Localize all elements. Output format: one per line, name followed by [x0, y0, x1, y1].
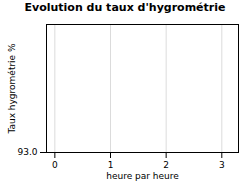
svg-text:93.0: 93.0	[17, 147, 37, 157]
svg-text:2: 2	[163, 160, 169, 170]
svg-text:1: 1	[108, 160, 114, 170]
svg-text:Taux hygrométrie %: Taux hygrométrie %	[7, 43, 17, 135]
svg-text:3: 3	[219, 160, 225, 170]
svg-text:0: 0	[52, 160, 58, 170]
svg-text:heure par heure: heure par heure	[106, 171, 179, 181]
html-text:Evolution du taux d'hygrométri: Evolution du taux d'hygrométrie	[24, 1, 226, 14]
